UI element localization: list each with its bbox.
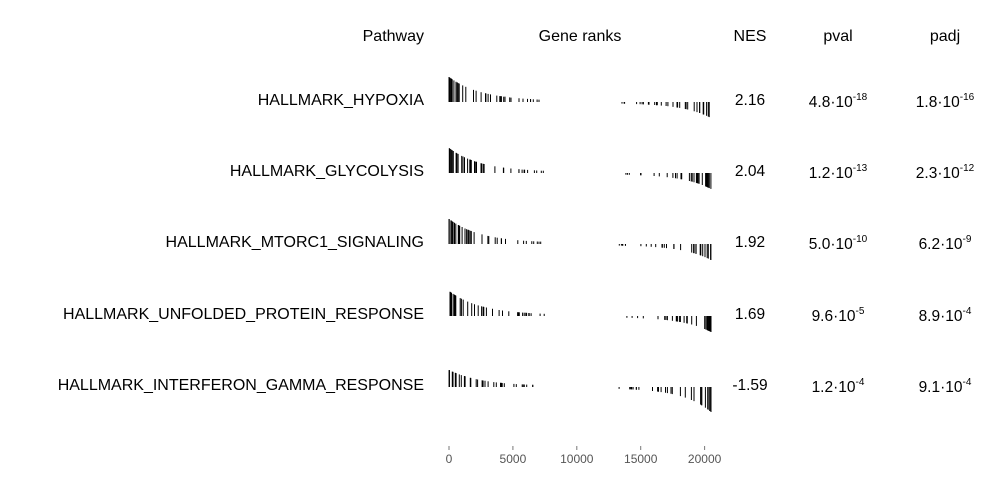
gene-rank-barcode <box>449 291 712 332</box>
nes-value: 2.16 <box>734 92 766 109</box>
padj-value: 2.3·10-12 <box>915 163 975 182</box>
header-pathway: Pathway <box>362 28 424 45</box>
pval-value: 1.2·10-4 <box>811 377 865 396</box>
nes-value: 1.69 <box>734 306 766 323</box>
pval-value: 1.2·10-13 <box>808 163 868 182</box>
gene-rank-barcode <box>448 219 712 260</box>
nes-value: 1.92 <box>734 234 766 251</box>
padj-value: 1.8·10-16 <box>915 92 975 111</box>
nes-value: 2.04 <box>734 163 766 180</box>
header-pval: pval <box>823 28 853 45</box>
gene-rank-barcode <box>448 370 712 412</box>
pathway-name: HALLMARK_INTERFERON_GAMMA_RESPONSE <box>57 377 424 394</box>
pval-value: 5.0·10-10 <box>808 234 868 253</box>
nes-value: -1.59 <box>732 377 768 394</box>
pval-value: 9.6·10-5 <box>811 306 865 325</box>
x-axis-tick-label: 0 <box>446 452 453 466</box>
gene-rank-barcode <box>448 77 710 118</box>
gene-rank-barcode <box>448 148 712 189</box>
pathway-name: HALLMARK_HYPOXIA <box>257 92 424 109</box>
x-axis-tick-label: 10000 <box>560 452 594 466</box>
x-axis-tick-label: 5000 <box>500 452 527 466</box>
pathway-name: HALLMARK_MTORC1_SIGNALING <box>165 234 424 251</box>
padj-value: 6.2·10-9 <box>918 234 972 253</box>
x-axis-tick-label: 15000 <box>624 452 658 466</box>
padj-value: 8.9·10-4 <box>918 306 972 325</box>
x-axis-tick-label: 20000 <box>688 452 722 466</box>
header-padj: padj <box>929 28 961 45</box>
padj-value: 9.1·10-4 <box>918 377 972 396</box>
header-gene-ranks: Gene ranks <box>538 28 622 45</box>
header-nes: NES <box>733 28 767 45</box>
pathway-name: HALLMARK_UNFOLDED_PROTEIN_RESPONSE <box>63 306 424 323</box>
pval-value: 4.8·10-18 <box>808 92 868 111</box>
pathway-name: HALLMARK_GLYCOLYSIS <box>229 163 424 180</box>
